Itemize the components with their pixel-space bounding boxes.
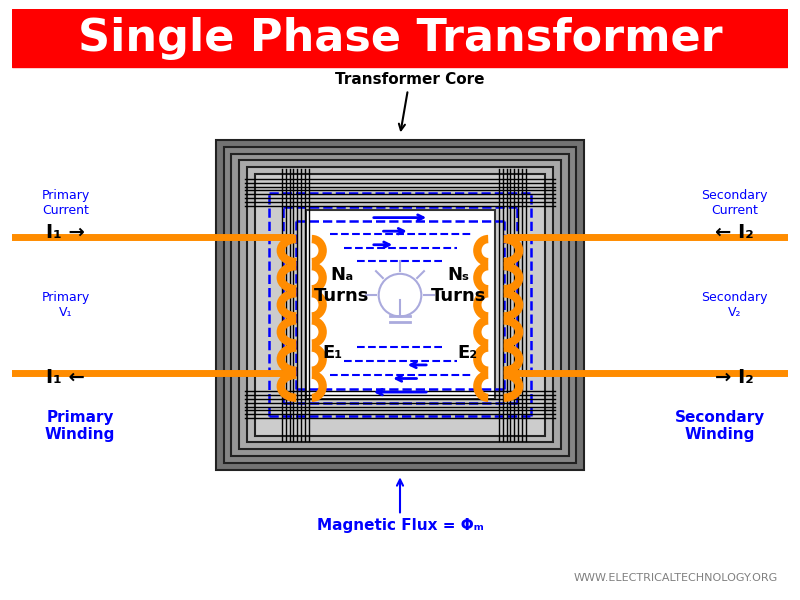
Bar — [216, 140, 584, 470]
Text: Secondary
V₂: Secondary V₂ — [701, 291, 768, 319]
Bar — [254, 174, 546, 436]
Text: I₁ →: I₁ → — [46, 223, 85, 242]
Text: Primary
Current: Primary Current — [42, 189, 90, 217]
Text: Nₐ
Turns: Nₐ Turns — [314, 266, 370, 305]
Bar — [239, 160, 561, 449]
Text: Primary
V₁: Primary V₁ — [42, 291, 90, 319]
Text: WWW.ELECTRICALTECHNOLOGY.ORG: WWW.ELECTRICALTECHNOLOGY.ORG — [574, 573, 778, 583]
Text: → I₂: → I₂ — [715, 368, 754, 387]
Bar — [306, 210, 495, 399]
Text: Primary
Winding: Primary Winding — [45, 410, 115, 442]
Text: Nₛ
Turns: Nₛ Turns — [430, 266, 486, 305]
Text: E₂: E₂ — [458, 344, 478, 362]
Text: Single Phase Transformer: Single Phase Transformer — [78, 17, 722, 60]
Bar — [12, 9, 788, 67]
Bar — [224, 147, 576, 463]
Text: E₁: E₁ — [322, 344, 342, 362]
Bar — [231, 154, 569, 456]
Text: Magnetic Flux = Φₘ: Magnetic Flux = Φₘ — [317, 479, 483, 533]
Bar — [247, 167, 553, 442]
Text: I₁ ←: I₁ ← — [46, 368, 85, 387]
Text: Secondary
Winding: Secondary Winding — [674, 410, 765, 442]
Text: Transformer Core: Transformer Core — [335, 72, 485, 130]
Text: ← I₂: ← I₂ — [715, 223, 754, 242]
Text: Secondary
Current: Secondary Current — [701, 189, 768, 217]
